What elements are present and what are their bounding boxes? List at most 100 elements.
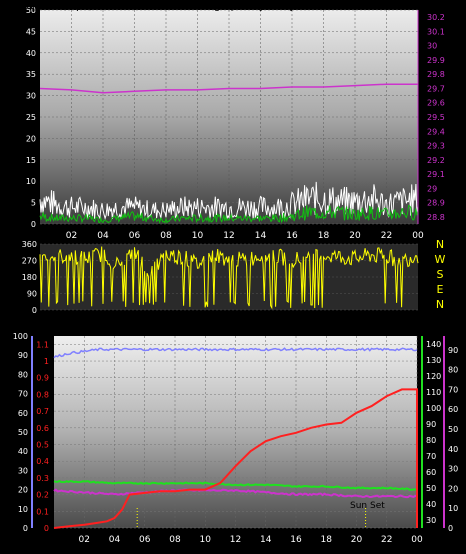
- x-tick-label: 14: [255, 231, 267, 241]
- windspeed-label: Windspeed (mph): [4, 1, 93, 12]
- temperature-tick-label: 60: [426, 468, 436, 477]
- x-tick-label: 12: [230, 535, 241, 545]
- humidity-label: Humidity: [67, 322, 112, 333]
- humidity-line: [53, 347, 418, 359]
- barometer-tick-label: 29.3: [427, 142, 445, 151]
- wind-avg-line: [39, 205, 419, 224]
- x-tick-label: 06: [129, 231, 141, 241]
- temperature-tick-label: 130: [426, 356, 441, 365]
- x-tick-label: 08: [169, 535, 181, 545]
- compass-label: E: [437, 283, 444, 296]
- temperature-line: [53, 479, 418, 491]
- direction-tick-label: 180: [22, 273, 37, 282]
- x-tick-label: 02: [79, 535, 90, 545]
- x-tick-label: 08: [160, 231, 172, 241]
- direction-tick-label: 0: [32, 306, 37, 315]
- humidity-tick-label: 0: [23, 524, 28, 533]
- humidity-tick-label: 20: [18, 486, 28, 495]
- rain-tick-label: 0.7: [36, 407, 49, 416]
- wind-direction-trace: [39, 246, 419, 310]
- x-tick-label: 22: [381, 535, 392, 545]
- aqi-label: AQI: [210, 322, 228, 333]
- barometer-tick-label: 29.2: [427, 156, 445, 165]
- rainfall-label: Rainfall (.in): [2, 322, 63, 333]
- rain-tick-label: 0.9: [36, 374, 49, 383]
- rain-tick-label: 1.1: [36, 340, 49, 349]
- barometer-tick-label: 30: [427, 42, 437, 51]
- wind-tick-label: 20: [26, 134, 36, 143]
- temperature-tick-label: 90: [426, 420, 436, 429]
- humidity-tick-label: 30: [18, 466, 28, 475]
- direction-tick-label: 90: [27, 290, 37, 299]
- compass-label: S: [437, 268, 444, 281]
- wind-tick-label: 15: [26, 156, 36, 165]
- barometer-tick-label: 29.5: [427, 113, 445, 122]
- temperature-tick-label: 120: [426, 372, 441, 381]
- wind-tick-label: 5: [31, 199, 36, 208]
- rain-tick-label: 0.4: [36, 457, 49, 466]
- rain-tick-label: 0.6: [36, 424, 49, 433]
- x-tick-label: 16: [290, 535, 302, 545]
- humidity-tick-label: 100: [13, 332, 28, 341]
- x-tick-label: 12: [223, 231, 234, 241]
- rain-tick-label: 0.8: [36, 390, 49, 399]
- wind-tick-label: 10: [26, 177, 36, 186]
- humidity-tick-label: 70: [18, 390, 28, 399]
- rain-tick-label: 0.2: [36, 491, 49, 500]
- chart-title: 24 hour graph day : May 22 2025: [172, 1, 340, 12]
- barometer-tick-label: 28.9: [427, 199, 445, 208]
- wind-tick-label: 30: [26, 92, 36, 101]
- x-tick-label: 06: [139, 535, 151, 545]
- rain-tick-label: 0: [44, 524, 49, 533]
- barometer-tick-label: 28.8: [427, 213, 445, 222]
- wind-tick-label: 45: [26, 27, 36, 36]
- barometer-tick-label: 30.1: [427, 27, 445, 36]
- humidity-tick-label: 80: [18, 370, 28, 379]
- barometer-tick-label: 29: [427, 184, 437, 193]
- temperature-label: Temperature (°F): [311, 322, 397, 333]
- barometer-tick-label: 29.7: [427, 84, 445, 93]
- rainfall-line: [53, 388, 418, 529]
- barometer-tick-label: 29.1: [427, 170, 445, 179]
- dewpoint-tick-label: 40: [448, 445, 458, 454]
- x-tick-label: 20: [351, 535, 363, 545]
- x-tick-label: 16: [286, 231, 298, 241]
- humidity-tick-label: 10: [18, 505, 28, 514]
- wind-tick-label: 25: [26, 113, 36, 122]
- direction-tick-label: 360: [22, 240, 37, 249]
- barometer-tick-label: 29.8: [427, 70, 445, 79]
- barometer-tick-label: 29.6: [427, 99, 445, 108]
- temperature-tick-label: 40: [426, 500, 436, 509]
- rain-tick-label: 1: [44, 357, 49, 366]
- humidity-tick-label: 90: [18, 351, 28, 360]
- dewpoint-line: [53, 488, 418, 499]
- dewpoint-tick-label: 10: [448, 504, 458, 513]
- x-tick-label: 02: [66, 231, 77, 241]
- temperature-tick-label: 70: [426, 452, 436, 461]
- humidity-tick-label: 40: [18, 447, 28, 456]
- temperature-tick-label: 50: [426, 484, 436, 493]
- humidity-tick-label: 60: [18, 409, 28, 418]
- compass-label: W: [435, 253, 446, 266]
- barometer-line: [39, 83, 418, 94]
- temperature-tick-label: 30: [426, 516, 436, 525]
- barometer-tick-label: 29.9: [427, 56, 445, 65]
- dewpoint-tick-label: 70: [448, 385, 458, 394]
- wind-tick-label: 40: [26, 49, 36, 58]
- temperature-tick-label: 140: [426, 340, 441, 349]
- dewpoint-tick-label: 20: [448, 484, 458, 493]
- x-tick-label: 00: [411, 535, 423, 545]
- dewpoint-tick-label: 0: [448, 524, 453, 533]
- x-tick-label: 20: [349, 231, 361, 241]
- dewpoint-tick-label: 60: [448, 405, 458, 414]
- x-tick-label: 04: [97, 231, 109, 241]
- x-tick-label: 18: [318, 231, 330, 241]
- dewpoint-tick-label: 30: [448, 465, 458, 474]
- x-tick-label: 18: [321, 535, 333, 545]
- dewpoint-label: Dew Point (°F): [393, 322, 465, 333]
- sunset-annotation: Sun Set: [350, 501, 385, 511]
- x-tick-label: 10: [200, 535, 212, 545]
- wind-gust-line: [39, 181, 419, 221]
